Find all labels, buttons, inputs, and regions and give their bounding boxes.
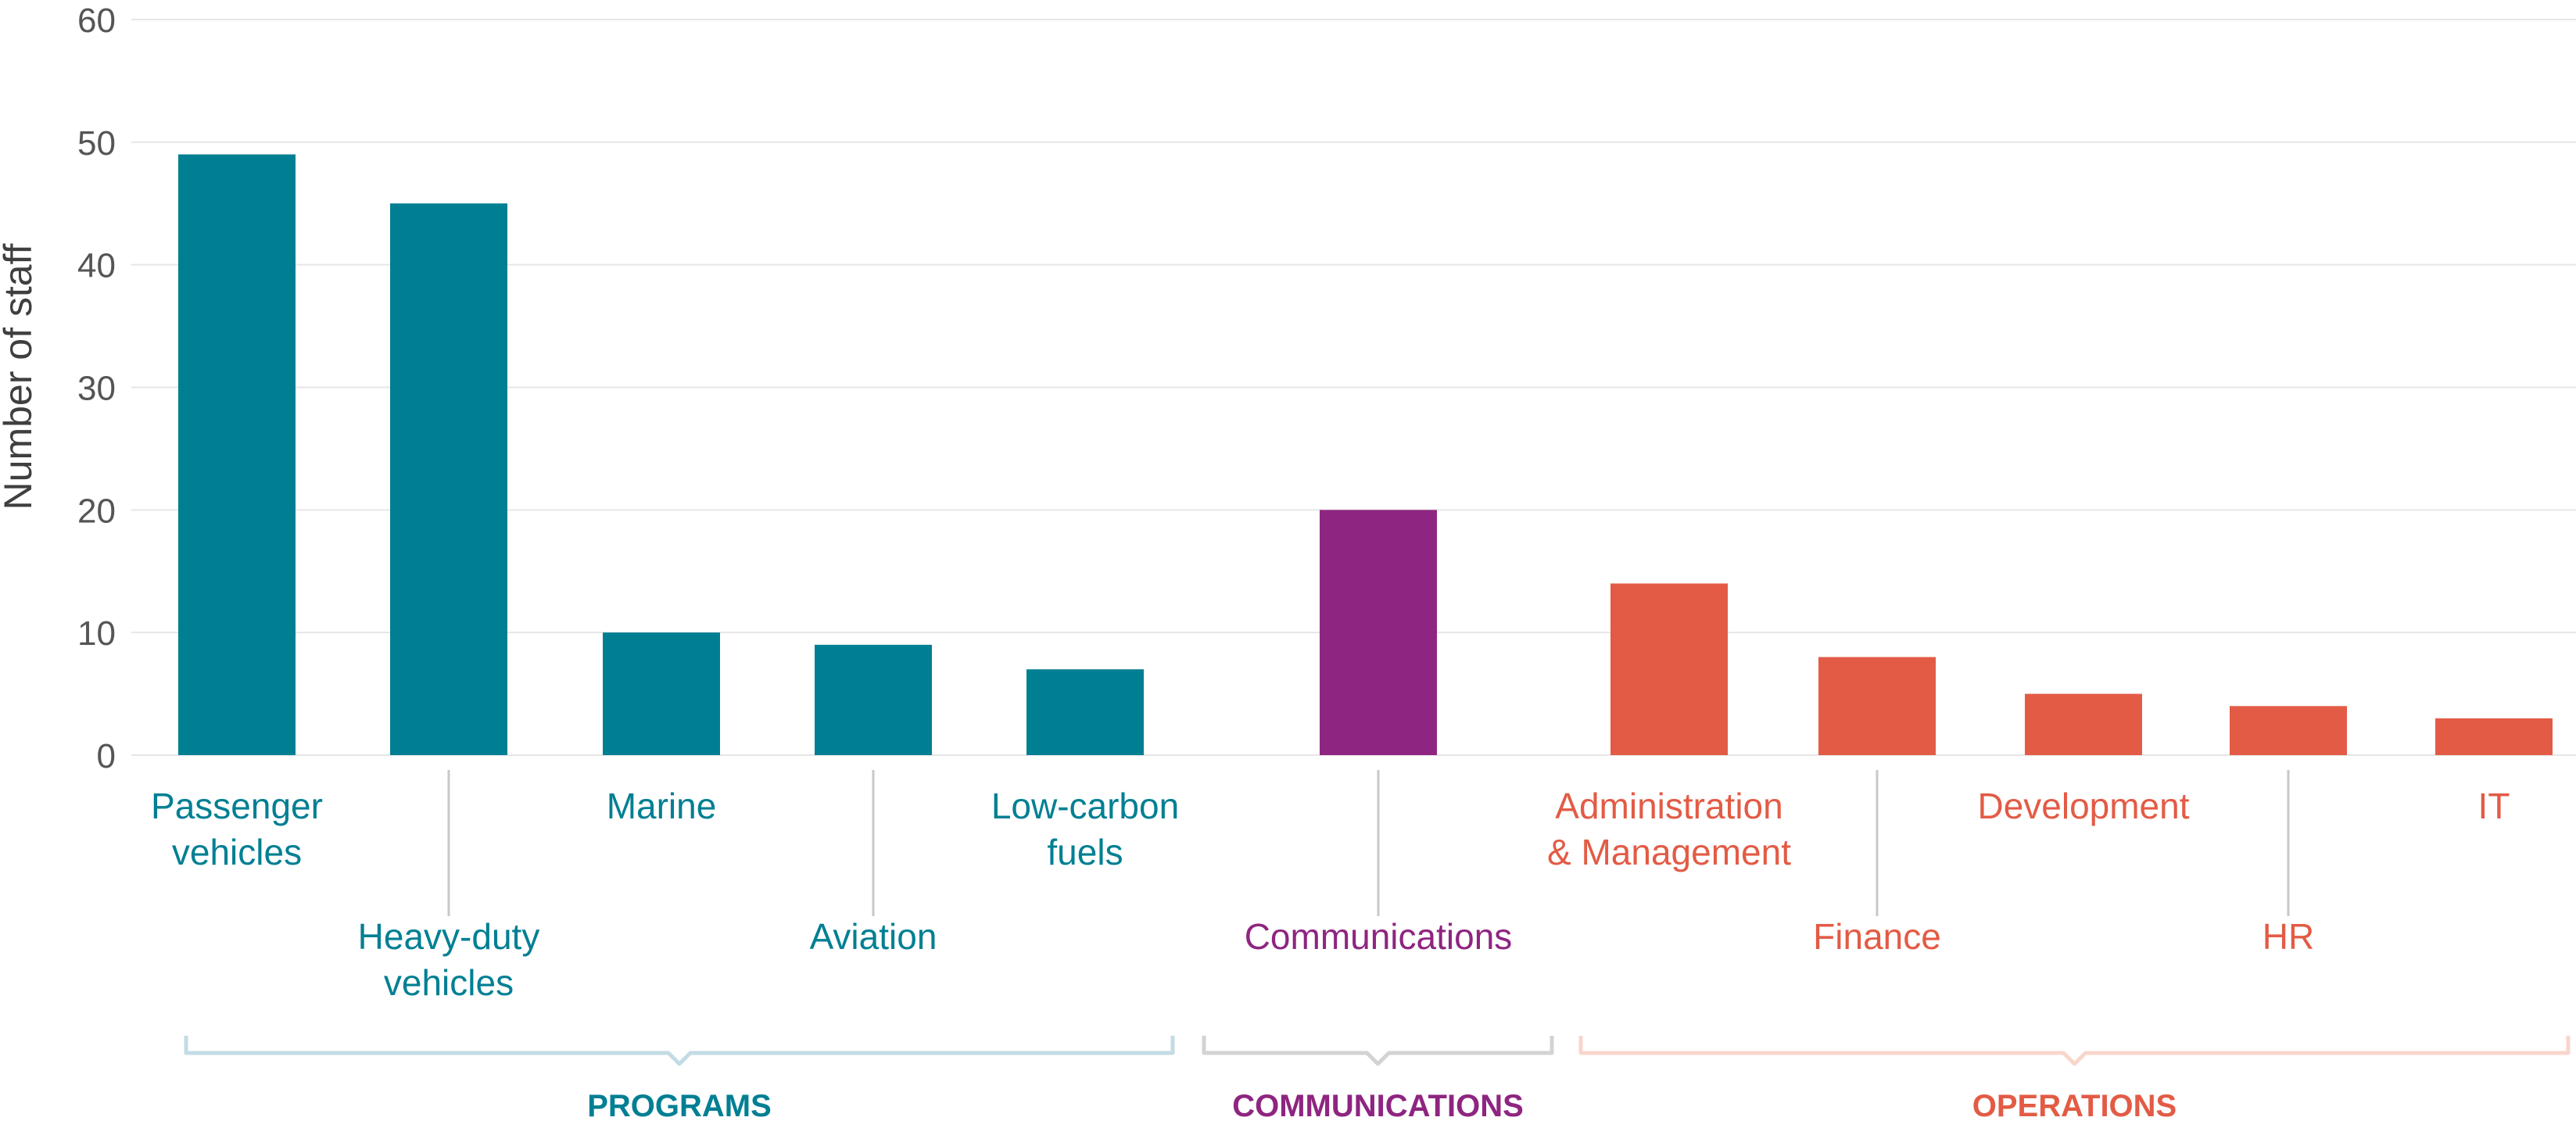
y-tick-label: 0 xyxy=(97,737,116,775)
group-label: COMMUNICATIONS xyxy=(1232,1089,1524,1123)
category-label: Heavy-duty vehicles xyxy=(358,916,540,1003)
y-axis-ticks: 0 10 20 30 40 50 60 xyxy=(77,2,116,775)
bars xyxy=(178,154,2553,755)
category-label: Low-carbon fuels xyxy=(991,786,1179,872)
group-label: OPERATIONS xyxy=(1972,1089,2177,1123)
group-label: PROGRAMS xyxy=(587,1089,772,1123)
y-axis-title: Number of staff xyxy=(0,243,40,510)
category-label: Communications xyxy=(1245,916,1513,957)
category-label: Aviation xyxy=(810,916,937,957)
bar xyxy=(1610,583,1728,755)
bar xyxy=(2435,718,2553,755)
category-label: Finance xyxy=(1813,916,1941,957)
label-leader-lines xyxy=(447,770,2290,916)
category-label: HR xyxy=(2263,916,2314,957)
y-tick-label: 10 xyxy=(77,614,116,653)
y-tick-label: 60 xyxy=(77,2,116,40)
bar xyxy=(2230,706,2347,755)
bar xyxy=(390,203,507,755)
bar xyxy=(1026,669,1144,755)
category-label: Administration & Management xyxy=(1547,786,1791,872)
y-tick-label: 40 xyxy=(77,247,116,285)
bar xyxy=(1818,657,1936,755)
bar xyxy=(178,154,296,755)
group-labels: PROGRAMS COMMUNICATIONS OPERATIONS xyxy=(587,1089,2177,1123)
bar xyxy=(603,632,720,755)
category-label: Passenger vehicles xyxy=(151,786,323,872)
group-brackets xyxy=(184,1036,2571,1066)
y-tick-label: 20 xyxy=(77,492,116,530)
category-label: IT xyxy=(2478,786,2510,826)
y-tick-label: 30 xyxy=(77,370,116,408)
category-label: Development xyxy=(1977,786,2189,826)
bar xyxy=(1320,510,1437,755)
category-label: Marine xyxy=(607,786,717,826)
y-tick-label: 50 xyxy=(77,124,116,163)
group-bracket xyxy=(1202,1036,1554,1066)
group-bracket xyxy=(1578,1036,2571,1066)
category-labels: Passenger vehicles Heavy-duty vehicles Marin… xyxy=(151,786,2510,1003)
bar xyxy=(815,644,932,755)
group-bracket xyxy=(184,1036,1175,1066)
bar xyxy=(2025,693,2142,755)
